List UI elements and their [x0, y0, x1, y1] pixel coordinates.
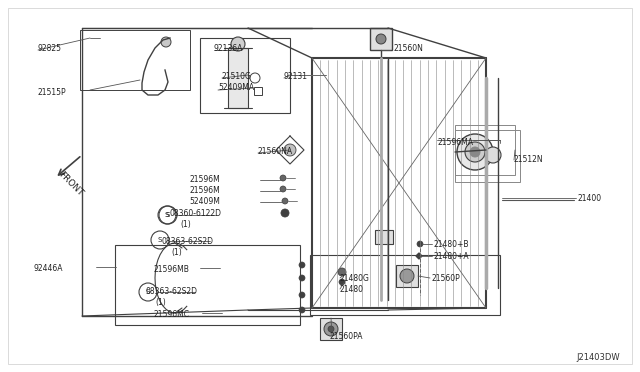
Text: 92131: 92131	[284, 72, 308, 81]
Circle shape	[161, 37, 171, 47]
Text: 21596MC: 21596MC	[153, 310, 189, 319]
Circle shape	[470, 147, 480, 157]
Polygon shape	[416, 253, 422, 259]
Circle shape	[339, 279, 345, 285]
Text: (1): (1)	[180, 220, 191, 229]
Text: 21480+B: 21480+B	[434, 240, 470, 249]
Bar	[254, 87, 262, 95]
Bar	[80, 30, 190, 90]
Text: S: S	[146, 289, 150, 295]
Text: (1): (1)	[171, 248, 182, 257]
Text: 21560NA: 21560NA	[258, 147, 293, 156]
Text: 21515P: 21515P	[38, 88, 67, 97]
Text: (1): (1)	[155, 298, 166, 307]
Text: 21480: 21480	[340, 285, 364, 294]
Bar	[455, 130, 520, 182]
Circle shape	[299, 262, 305, 268]
Text: 08363-62S2D: 08363-62S2D	[161, 237, 213, 246]
Circle shape	[284, 144, 296, 156]
Bar	[455, 125, 515, 175]
Circle shape	[324, 322, 338, 336]
Text: 21400: 21400	[578, 194, 602, 203]
Text: 52409M: 52409M	[189, 197, 220, 206]
Text: 92136A: 92136A	[214, 44, 243, 53]
Text: 08363-62S2D: 08363-62S2D	[145, 287, 197, 296]
Circle shape	[231, 37, 245, 51]
Circle shape	[465, 142, 485, 162]
Text: FRONT: FRONT	[57, 170, 84, 198]
Circle shape	[280, 186, 286, 192]
Text: S: S	[165, 212, 169, 218]
Bar	[115, 245, 300, 325]
Circle shape	[281, 209, 289, 217]
Circle shape	[485, 147, 501, 163]
Text: 21596M: 21596M	[189, 175, 220, 184]
Circle shape	[280, 175, 286, 181]
Text: 21480G: 21480G	[340, 274, 370, 283]
Bar	[310, 255, 500, 315]
Text: S: S	[166, 212, 170, 218]
Circle shape	[338, 268, 346, 276]
Text: 21512N: 21512N	[514, 155, 543, 164]
Bar	[375, 230, 393, 244]
Circle shape	[328, 326, 334, 332]
Text: 21560P: 21560P	[432, 274, 461, 283]
Text: 92825: 92825	[38, 44, 62, 53]
Text: 21560PA: 21560PA	[330, 332, 364, 341]
Text: 92446A: 92446A	[34, 264, 63, 273]
Bar	[396, 265, 418, 287]
Bar	[370, 28, 392, 50]
Circle shape	[299, 275, 305, 281]
Text: 21560N: 21560N	[393, 44, 423, 53]
Circle shape	[299, 307, 305, 313]
Text: 21596MB: 21596MB	[153, 265, 189, 274]
Text: 52409MA: 52409MA	[218, 83, 254, 92]
Bar	[200, 38, 290, 113]
Bar	[320, 318, 342, 340]
Bar	[228, 48, 248, 108]
Circle shape	[417, 241, 423, 247]
Circle shape	[282, 198, 288, 204]
Circle shape	[400, 269, 414, 283]
Text: J21403DW: J21403DW	[577, 353, 620, 362]
Text: 21596MA: 21596MA	[437, 138, 473, 147]
Circle shape	[457, 134, 493, 170]
Circle shape	[376, 34, 386, 44]
Text: 08360-6122D: 08360-6122D	[170, 209, 222, 218]
Circle shape	[299, 292, 305, 298]
Text: 21510G: 21510G	[222, 72, 252, 81]
Text: 21480+A: 21480+A	[434, 252, 470, 261]
Text: S: S	[158, 237, 162, 243]
Text: 21596M: 21596M	[189, 186, 220, 195]
